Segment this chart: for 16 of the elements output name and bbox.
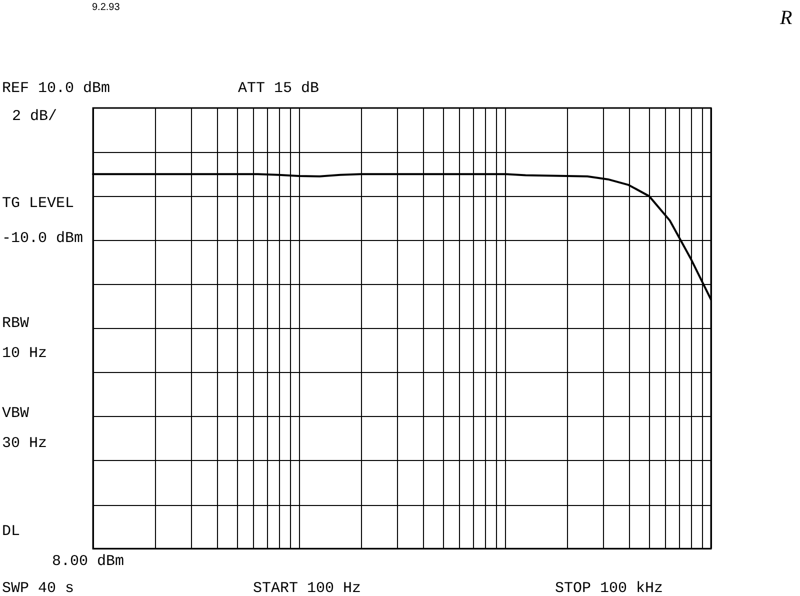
- text: VBW: [2, 405, 30, 422]
- text: START 100 Hz: [253, 580, 362, 596]
- text: 30 Hz: [2, 435, 48, 452]
- text: REF 10.0 dBm: [2, 80, 110, 97]
- text: 8.00 dBm: [52, 553, 124, 570]
- text: RBW: [2, 315, 30, 332]
- text: STOP 100 kHz: [555, 580, 664, 596]
- text: -10.0 dBm: [2, 230, 84, 247]
- text: DL: [2, 523, 20, 540]
- text: SWP 40 s: [2, 580, 74, 596]
- text: TG LEVEL: [2, 195, 74, 212]
- text: 2 dB/: [12, 108, 58, 125]
- text: 9.2.93: [92, 2, 120, 13]
- text: 10 Hz: [2, 345, 48, 362]
- text: ATT 15 dB: [238, 80, 320, 97]
- text: R: [779, 7, 792, 29]
